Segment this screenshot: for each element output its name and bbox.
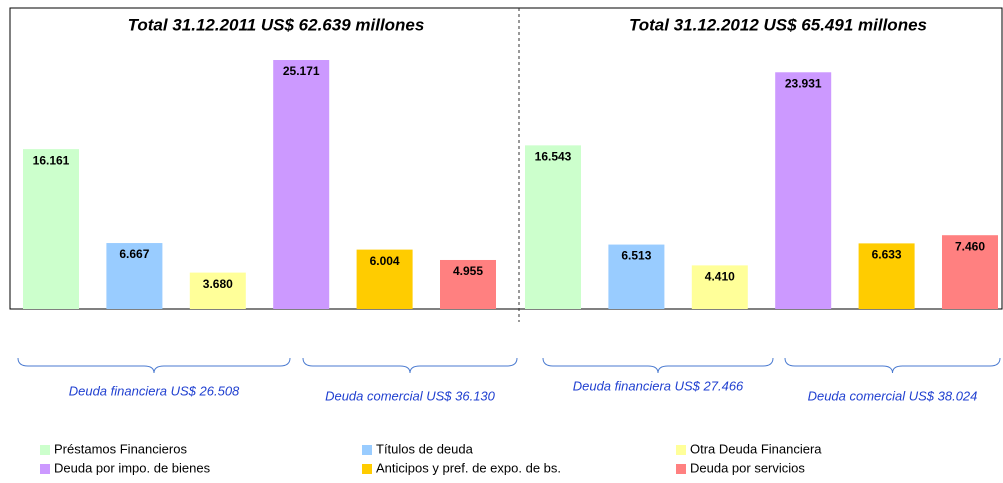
brace	[17, 357, 291, 374]
annotation: Deuda financiera US$ 26.508	[69, 383, 240, 398]
bar	[942, 235, 998, 309]
bar	[525, 145, 581, 309]
legend-swatch	[40, 445, 50, 455]
legend-label: Títulos de deuda	[376, 441, 474, 456]
bar	[189, 272, 246, 309]
legend-label: Deuda por servicios	[690, 460, 805, 475]
annotation: Deuda comercial US$ 38.024	[808, 388, 978, 403]
value-label: 25.171	[283, 64, 320, 78]
brace	[302, 357, 518, 374]
bar	[356, 249, 413, 309]
bar	[440, 259, 496, 309]
annotation: Deuda comercial US$ 36.130	[325, 388, 496, 403]
legend-swatch	[676, 464, 686, 474]
plot-frame	[9, 7, 1003, 310]
legend-swatch	[362, 464, 372, 474]
bar	[23, 149, 79, 309]
brace	[784, 357, 1001, 374]
bar	[691, 265, 748, 309]
legend-label: Anticipos y pref. de expo. de bs.	[376, 460, 561, 475]
value-label: 3.680	[203, 277, 233, 291]
value-label: 4.955	[453, 264, 483, 278]
panel-title: Total 31.12.2012 US$ 65.491 millones	[629, 15, 927, 34]
legend-swatch	[362, 445, 372, 455]
value-label: 7.460	[955, 239, 985, 253]
legend-label: Deuda por impo. de bienes	[54, 460, 211, 475]
value-label: 4.410	[705, 270, 735, 284]
bar	[608, 244, 665, 309]
panel-title: Total 31.12.2011 US$ 62.639 millones	[128, 15, 425, 34]
value-label: 23.931	[785, 76, 822, 90]
legend-swatch	[40, 464, 50, 474]
bar	[273, 60, 330, 309]
value-label: 6.513	[621, 249, 651, 263]
bar	[106, 243, 163, 309]
legend-label: Otra Deuda Financiera	[690, 441, 822, 456]
value-label: 16.543	[535, 150, 572, 164]
brace	[542, 357, 774, 374]
bar	[858, 243, 915, 309]
value-label: 16.161	[33, 153, 70, 167]
bar	[775, 72, 832, 309]
legend-swatch	[676, 445, 686, 455]
value-label: 6.667	[119, 247, 149, 261]
value-label: 6.633	[872, 248, 902, 262]
annotation: Deuda financiera US$ 27.466	[573, 378, 744, 393]
value-label: 6.004	[370, 254, 400, 268]
legend-label: Préstamos Financieros	[54, 441, 187, 456]
